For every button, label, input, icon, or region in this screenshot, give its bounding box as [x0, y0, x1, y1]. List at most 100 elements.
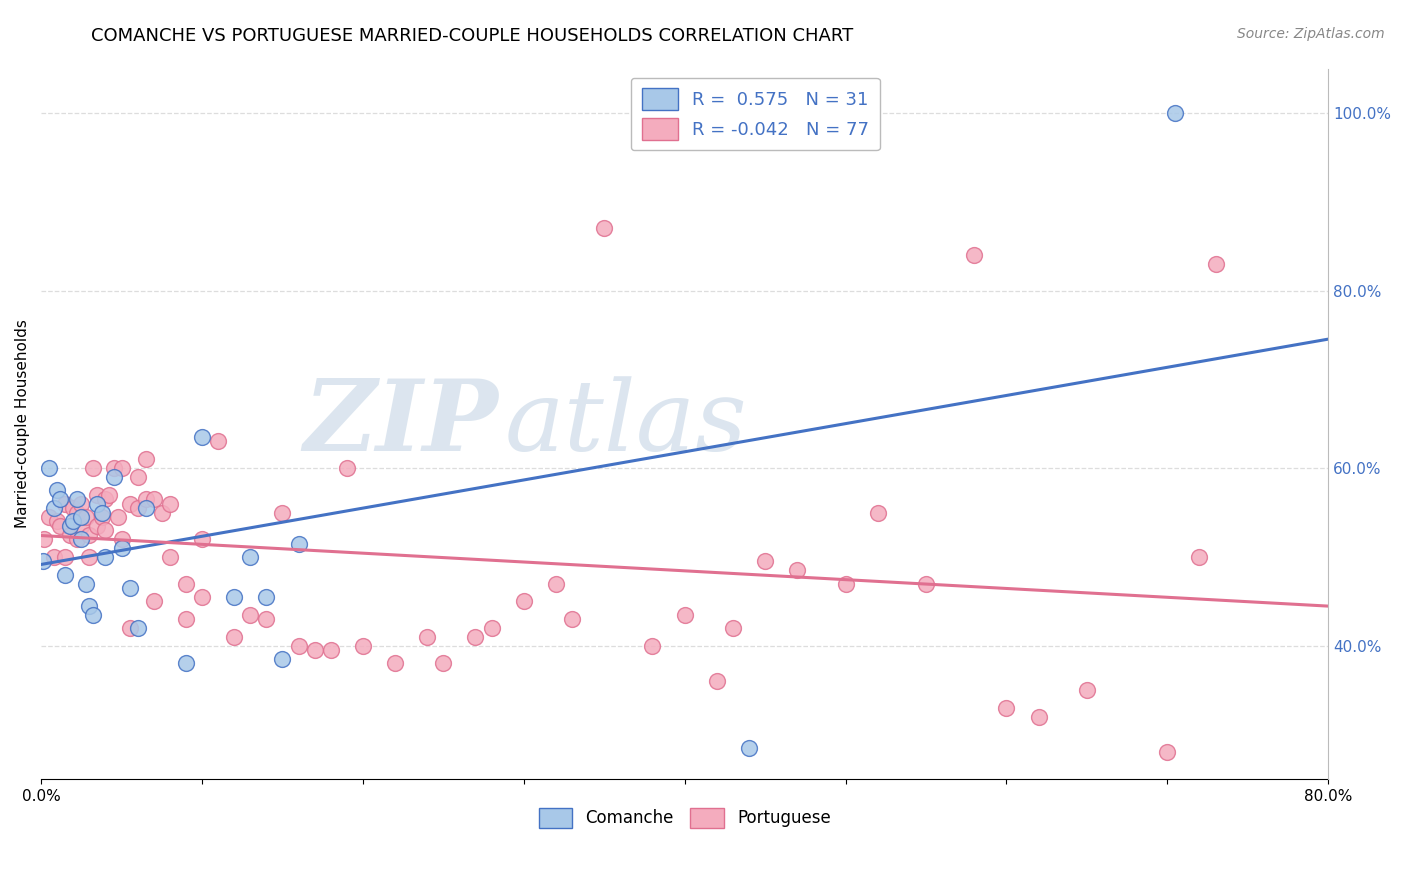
Point: [706, 674, 728, 689]
Point: [1028, 710, 1050, 724]
Point: [384, 657, 406, 671]
Point: [82, 461, 104, 475]
Point: [97, 488, 120, 502]
Point: [271, 506, 294, 520]
Point: [62, 515, 84, 529]
Point: [416, 630, 439, 644]
Point: [75, 576, 97, 591]
Point: [107, 510, 129, 524]
Point: [432, 657, 454, 671]
Point: [191, 590, 214, 604]
Point: [254, 590, 277, 604]
Point: [70, 532, 93, 546]
Point: [561, 612, 583, 626]
Point: [49, 519, 72, 533]
Point: [53, 549, 76, 564]
Point: [127, 621, 149, 635]
Point: [150, 506, 173, 520]
Point: [239, 607, 262, 622]
Point: [53, 567, 76, 582]
Point: [86, 497, 108, 511]
Point: [287, 536, 309, 550]
Point: [304, 643, 326, 657]
Point: [135, 452, 157, 467]
Point: [94, 549, 117, 564]
Point: [46, 483, 69, 498]
Point: [224, 630, 246, 644]
Point: [75, 510, 97, 524]
Point: [1205, 257, 1227, 271]
Point: [38, 510, 60, 524]
Point: [174, 612, 197, 626]
Point: [481, 621, 503, 635]
Legend: Comanche, Portuguese: Comanche, Portuguese: [531, 801, 838, 835]
Point: [191, 430, 214, 444]
Point: [254, 612, 277, 626]
Point: [86, 519, 108, 533]
Point: [352, 639, 374, 653]
Point: [641, 639, 664, 653]
Point: [336, 461, 359, 475]
Point: [59, 527, 82, 541]
Point: [738, 740, 761, 755]
Y-axis label: Married-couple Households: Married-couple Households: [15, 319, 30, 528]
Point: [834, 576, 856, 591]
Point: [593, 221, 616, 235]
Point: [42, 549, 65, 564]
Point: [135, 501, 157, 516]
Point: [239, 549, 262, 564]
Point: [142, 492, 165, 507]
Point: [94, 523, 117, 537]
Point: [103, 470, 125, 484]
Point: [46, 515, 69, 529]
Point: [38, 461, 60, 475]
Point: [915, 576, 938, 591]
Point: [118, 581, 141, 595]
Point: [118, 621, 141, 635]
Point: [142, 594, 165, 608]
Point: [70, 510, 93, 524]
Point: [866, 506, 889, 520]
Point: [271, 652, 294, 666]
Text: COMANCHE VS PORTUGUESE MARRIED-COUPLE HOUSEHOLDS CORRELATION CHART: COMANCHE VS PORTUGUESE MARRIED-COUPLE HO…: [91, 27, 853, 45]
Point: [110, 541, 132, 555]
Point: [79, 599, 101, 613]
Point: [159, 497, 181, 511]
Point: [1156, 745, 1178, 759]
Point: [79, 549, 101, 564]
Point: [174, 657, 197, 671]
Point: [59, 519, 82, 533]
Point: [91, 506, 114, 520]
Point: [127, 470, 149, 484]
Point: [103, 461, 125, 475]
Point: [513, 594, 536, 608]
Point: [34, 532, 56, 546]
Point: [464, 630, 486, 644]
Point: [65, 492, 87, 507]
Point: [207, 434, 229, 449]
Point: [319, 643, 342, 657]
Point: [786, 563, 808, 577]
Point: [118, 497, 141, 511]
Point: [65, 532, 87, 546]
Point: [135, 492, 157, 507]
Point: [159, 549, 181, 564]
Point: [42, 501, 65, 516]
Point: [82, 607, 104, 622]
Text: Source: ZipAtlas.com: Source: ZipAtlas.com: [1237, 27, 1385, 41]
Point: [53, 497, 76, 511]
Point: [86, 488, 108, 502]
Point: [754, 554, 776, 568]
Point: [673, 607, 696, 622]
Text: ZIP: ZIP: [304, 376, 498, 472]
Point: [1188, 549, 1211, 564]
Point: [191, 532, 214, 546]
Point: [110, 532, 132, 546]
Point: [287, 639, 309, 653]
Point: [1076, 683, 1098, 698]
Point: [91, 510, 114, 524]
Point: [224, 590, 246, 604]
Point: [70, 519, 93, 533]
Point: [70, 497, 93, 511]
Point: [995, 701, 1018, 715]
